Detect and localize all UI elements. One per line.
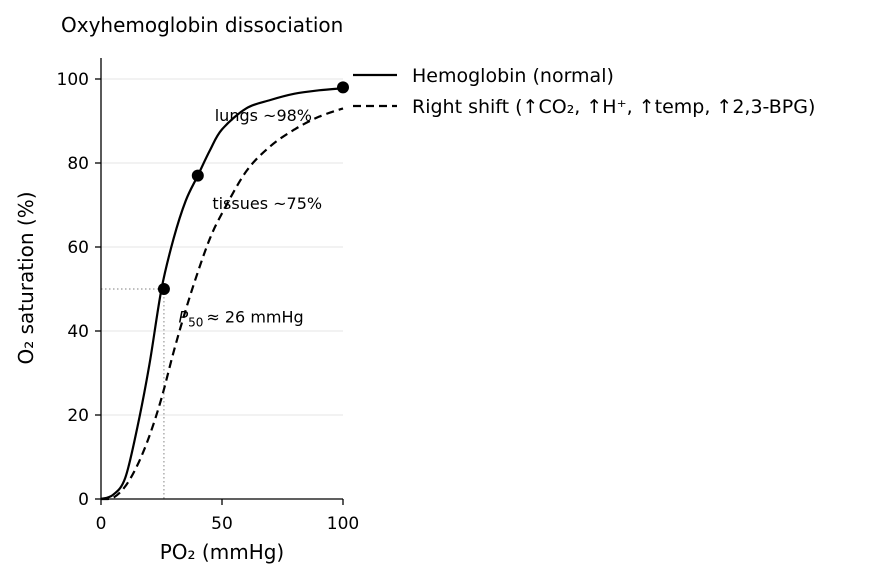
marked-points — [157, 81, 349, 295]
annotation-1: tissues ~75% — [212, 194, 322, 213]
data-point-2 — [337, 81, 349, 94]
axes — [95, 58, 344, 505]
y-tick-label-80: 80 — [67, 154, 89, 174]
y-tick-label-20: 20 — [67, 406, 89, 426]
x-tick-label-0: 0 — [96, 514, 107, 534]
chart-title: Oxyhemoglobin dissociation — [61, 13, 343, 37]
data-point-1 — [191, 169, 204, 182]
annotations: lungs ~98% tissues ~75% P50 ≈ 26 mmHg — [178, 106, 322, 330]
tick-labels: 0 50 100 0 20 40 60 80 100 — [57, 70, 360, 534]
data-point-0 — [157, 283, 170, 295]
annotation-0: lungs ~98% — [215, 106, 312, 125]
series-line-1 — [100, 107, 344, 501]
y-tick-label-0: 0 — [78, 490, 89, 510]
y-axis-label: O₂ saturation (%) — [14, 191, 38, 364]
annotation-2: P50 ≈ 26 mmHg — [178, 308, 303, 330]
series-lines — [100, 87, 344, 501]
series-line-0 — [100, 87, 344, 501]
y-tick-label-40: 40 — [67, 322, 89, 342]
x-tick-label-100: 100 — [327, 514, 359, 534]
y-tick-label-100: 100 — [57, 70, 89, 90]
legend-label-1: Right shift (↑CO₂, ↑H⁺, ↑temp, ↑2,3-BPG) — [412, 96, 815, 118]
x-axis-label: PO₂ (mmHg) — [160, 540, 284, 564]
legend: Hemoglobin (normal) Right shift (↑CO₂, ↑H… — [353, 65, 815, 118]
x-tick-label-50: 50 — [211, 514, 233, 534]
y-tick-label-60: 60 — [67, 238, 89, 258]
legend-label-0: Hemoglobin (normal) — [412, 65, 614, 87]
p50-reference-lines — [101, 288, 165, 499]
